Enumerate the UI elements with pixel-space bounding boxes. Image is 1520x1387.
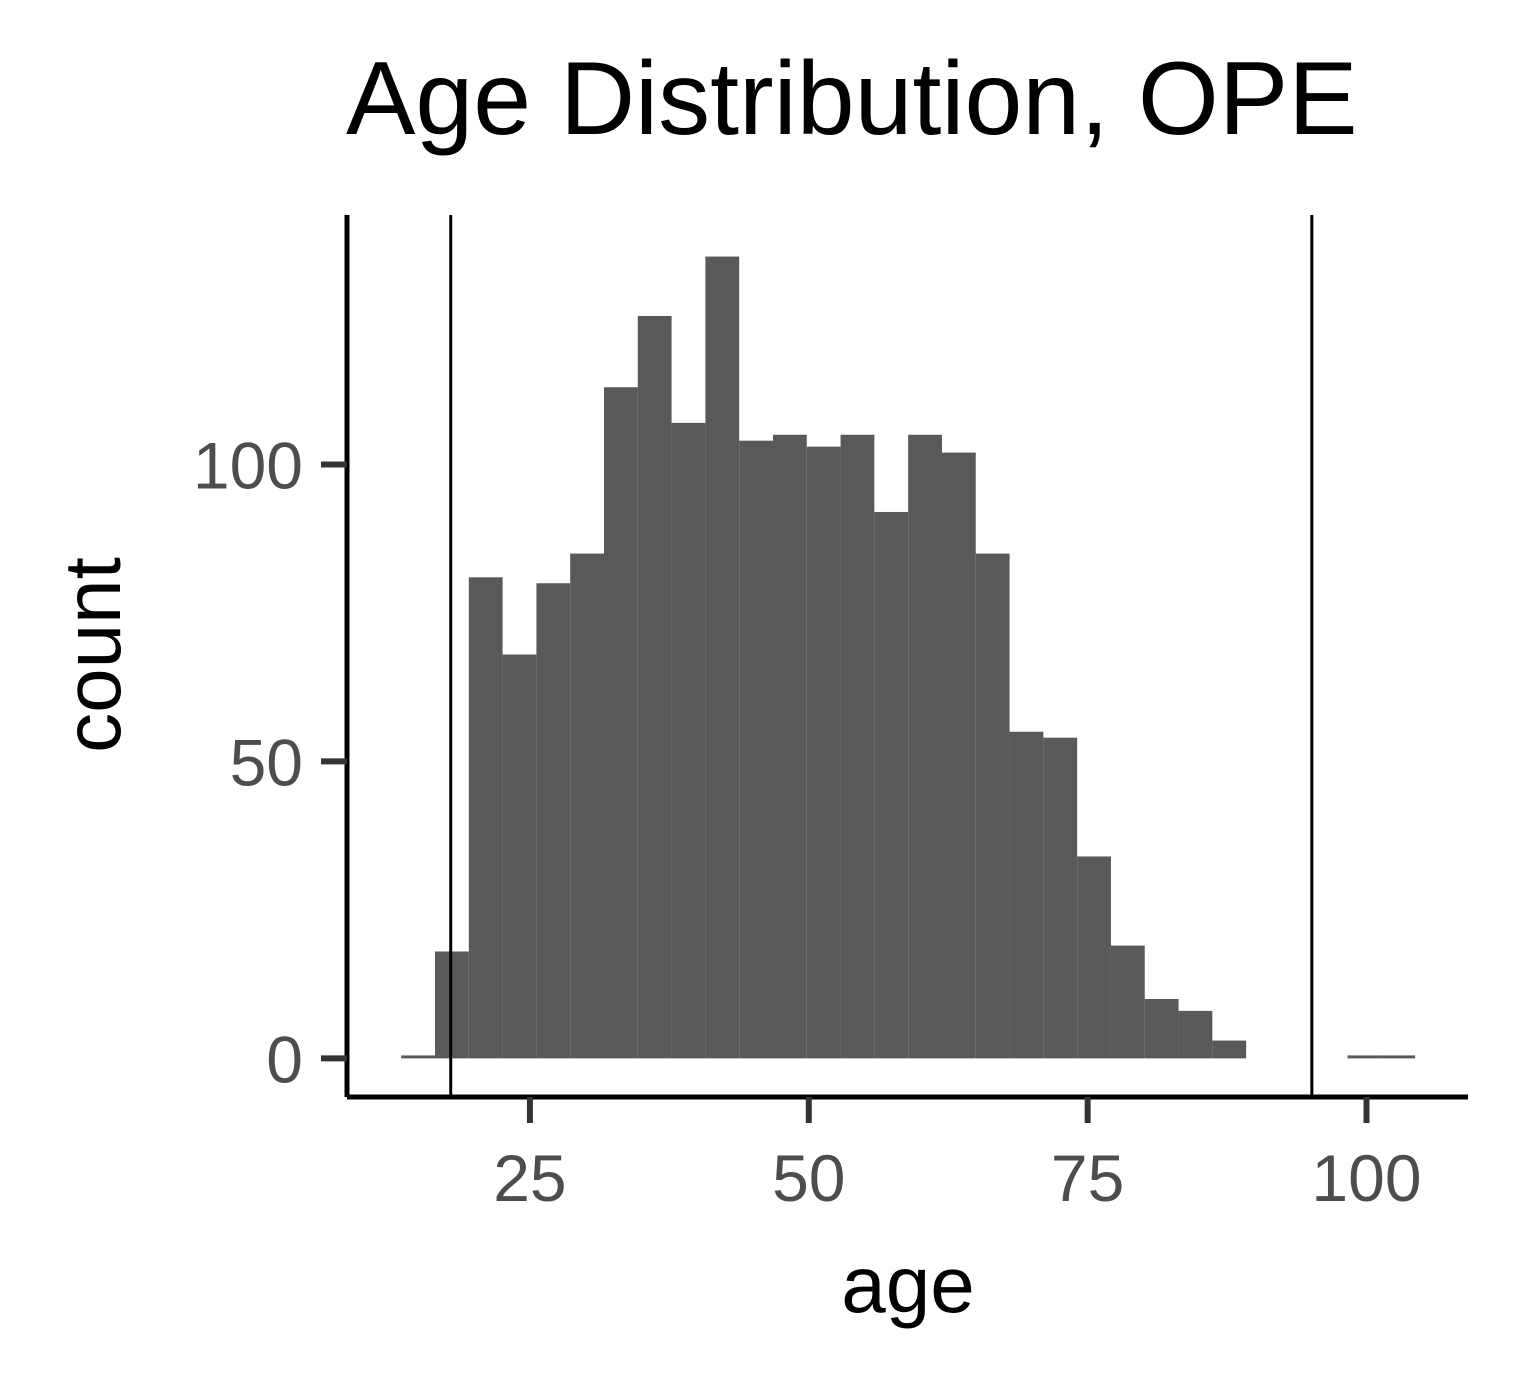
histogram-bar: [536, 583, 571, 1059]
histogram-bar: [1077, 856, 1111, 1059]
chart-title: Age Distribution, OPE: [346, 41, 1358, 157]
histogram-bar: [739, 440, 773, 1059]
histogram-bar: [1347, 1055, 1382, 1059]
y-axis: 0 50 100: [193, 215, 350, 1097]
histogram-bar: [401, 1055, 436, 1059]
histogram-bar: [908, 434, 942, 1059]
histogram-bar: [603, 387, 638, 1059]
histogram-bar: [1144, 999, 1179, 1059]
histogram-bar: [840, 434, 875, 1059]
x-tick-label: 75: [1051, 1141, 1124, 1215]
histogram-bar: [1381, 1055, 1416, 1059]
histogram-bar: [705, 256, 740, 1059]
histogram-bar: [570, 553, 604, 1059]
y-tick-label: 100: [193, 428, 303, 502]
histogram-bar: [468, 577, 503, 1059]
histogram-bar: [941, 452, 976, 1059]
x-tick-label: 25: [493, 1141, 566, 1215]
histogram-bar: [772, 434, 807, 1059]
histogram-bar: [1043, 737, 1078, 1059]
x-tick-label: 50: [772, 1141, 845, 1215]
histogram-bar: [637, 315, 672, 1059]
histogram-bar: [502, 654, 537, 1059]
histogram-bar: [806, 446, 841, 1059]
x-axis-label: age: [841, 1240, 974, 1329]
histogram-bar: [1110, 945, 1145, 1059]
histogram-bar: [1212, 1040, 1247, 1059]
y-tick-label: 50: [230, 725, 303, 799]
y-axis-label: count: [48, 557, 137, 753]
histogram-bar: [671, 422, 706, 1059]
histogram-bars: [401, 256, 1416, 1059]
reference-lines: [449, 215, 1314, 1097]
histogram-bar: [1009, 731, 1044, 1059]
histogram-bar: [975, 553, 1010, 1059]
x-tick-label: 100: [1311, 1141, 1421, 1215]
y-tick-label: 0: [266, 1022, 303, 1096]
x-axis: 25 50 75 100: [347, 1094, 1468, 1215]
histogram-bar: [1178, 1010, 1213, 1059]
histogram-bar: [874, 511, 909, 1059]
